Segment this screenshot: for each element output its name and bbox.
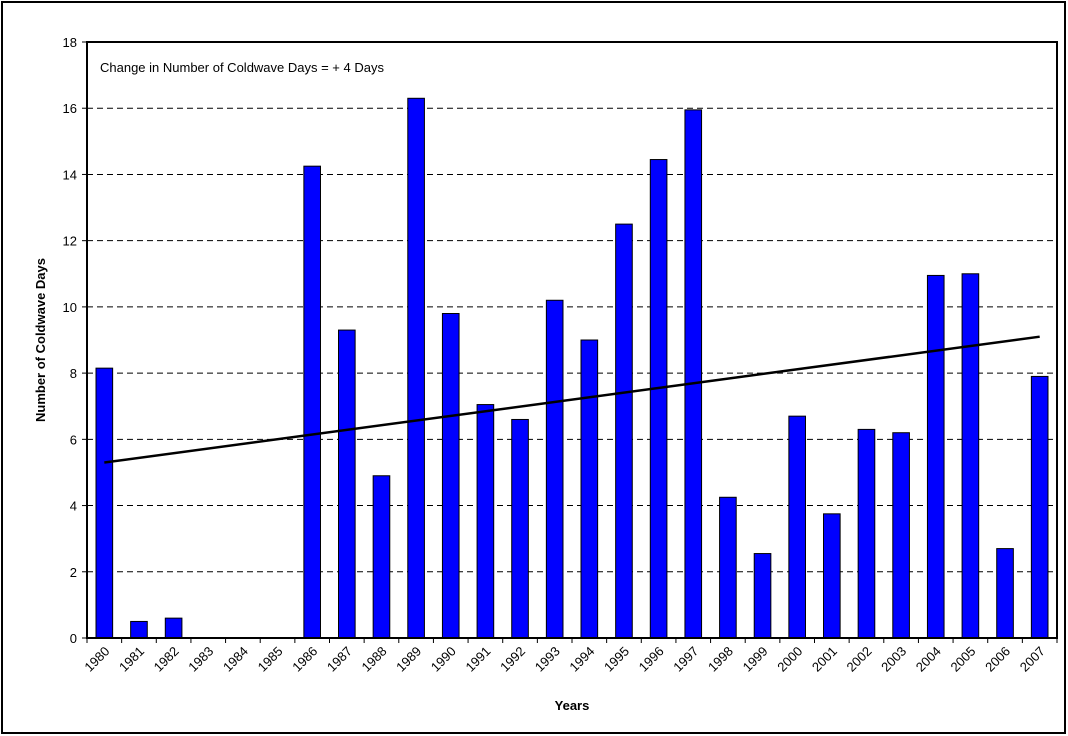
y-tick-label: 0 — [70, 631, 77, 646]
bar — [580, 339, 599, 639]
plot-frame — [86, 41, 1058, 639]
y-tick-label: 14 — [63, 167, 77, 182]
annotation: Change in Number of Coldwave Days = + 4 … — [100, 60, 384, 75]
bar — [95, 367, 114, 639]
y-tick-label: 12 — [63, 234, 77, 249]
bar — [684, 109, 703, 639]
bar — [338, 329, 356, 639]
bar — [1030, 375, 1049, 639]
y-tick-label: 6 — [70, 432, 77, 447]
bar — [476, 404, 495, 639]
bar — [615, 223, 633, 639]
bar — [545, 299, 564, 639]
bar — [788, 415, 806, 639]
bar — [441, 313, 460, 639]
bar — [823, 513, 841, 639]
bar — [926, 274, 945, 639]
bar — [164, 617, 183, 639]
bar — [372, 475, 391, 639]
bar — [753, 553, 772, 639]
bar — [996, 548, 1014, 639]
bar — [130, 620, 148, 639]
bar — [511, 418, 529, 639]
trend-line — [104, 335, 1040, 464]
bar — [303, 165, 321, 639]
y-tick-label: 16 — [63, 101, 77, 116]
y-tick-label: 18 — [63, 35, 77, 50]
bar — [892, 432, 910, 639]
y-tick-label: 2 — [70, 565, 77, 580]
y-tick-label: 4 — [70, 499, 77, 514]
bar — [407, 97, 425, 639]
y-tick-label: 10 — [63, 300, 77, 315]
bar — [649, 159, 668, 639]
x-axis-title: Years — [555, 698, 590, 713]
bar — [719, 496, 737, 639]
y-tick-label: 8 — [70, 366, 77, 381]
y-axis-title: Number of Coldwave Days — [33, 258, 48, 422]
bar — [857, 428, 876, 639]
bar — [961, 273, 980, 639]
